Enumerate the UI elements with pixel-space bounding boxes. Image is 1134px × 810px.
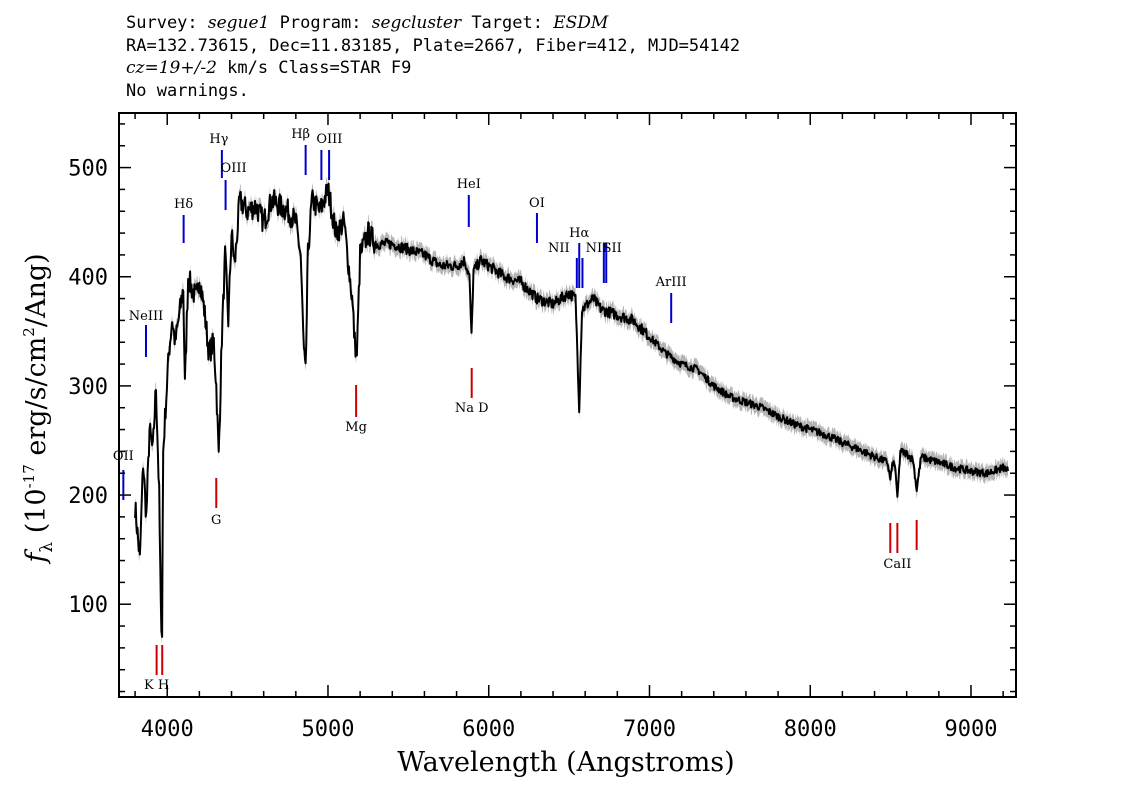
y-axis-label: fλ (10-17 erg/s/cm2/Ang) bbox=[20, 253, 57, 564]
spectrum-header: Survey: segue1 Program: segcluster Targe… bbox=[126, 12, 1026, 102]
marker-label-nii-6583: NII bbox=[586, 241, 608, 256]
target-value: ESDM bbox=[553, 13, 609, 33]
marker-label-h--4340: Hγ bbox=[209, 132, 228, 147]
program-label: Program: bbox=[269, 13, 372, 33]
marker-label-na-d-5894: Na D bbox=[455, 401, 489, 416]
header-line-warnings: No warnings. bbox=[126, 80, 249, 101]
marker-label-h--4861: Hβ bbox=[291, 127, 310, 142]
marker-label-g-4305: G bbox=[211, 513, 221, 528]
header-line-coordinates: RA=132.73615, Dec=11.83185, Plate=2667, … bbox=[126, 35, 741, 56]
plot-frame-group bbox=[118, 112, 1017, 698]
marker-label-oiii-4363: OIII bbox=[221, 161, 247, 176]
marker-label-h--4102: Hδ bbox=[174, 197, 193, 212]
flux-error-band bbox=[135, 176, 1009, 645]
y-tick-label-500: 500 bbox=[68, 157, 108, 182]
x-axis-label: Wavelength (Angstroms) bbox=[397, 747, 734, 778]
marker-label-neiii-3868: NeIII bbox=[129, 309, 163, 324]
class-text: km/s Class=STAR F9 bbox=[216, 58, 412, 78]
y-tick-label-300: 300 bbox=[68, 375, 108, 400]
x-tick-label-9000: 9000 bbox=[944, 717, 997, 742]
x-tick-label-7000: 7000 bbox=[623, 717, 676, 742]
header-line-survey: Survey: segue1 Program: segcluster Targe… bbox=[126, 12, 1026, 35]
flux-line bbox=[134, 182, 1009, 638]
redshift-value: cz=19+/-2 bbox=[126, 58, 217, 78]
survey-value: segue1 bbox=[207, 13, 270, 33]
marker-label-ariii-7135: ArIII bbox=[655, 275, 687, 290]
marker-label-h--6563: Hα bbox=[569, 226, 589, 241]
x-tick-label-5000: 5000 bbox=[301, 717, 354, 742]
axis-ticks-group: 4000 5000 6000 7000 8000 9000 100 200 300 400 500 bbox=[68, 113, 1016, 742]
x-tick-label-8000: 8000 bbox=[784, 717, 837, 742]
marker-label-oi-6300: OI bbox=[529, 196, 545, 211]
marker-label-sii-6731: SII bbox=[603, 241, 622, 256]
marker-label-caii-8542: CaII bbox=[883, 557, 911, 572]
header-line-redshift: cz=19+/-2 km/s Class=STAR F9 bbox=[126, 57, 1026, 80]
y-tick-label-200: 200 bbox=[68, 484, 108, 509]
marker-label-hei-5876: HeI bbox=[457, 177, 481, 192]
x-tick-label-4000: 4000 bbox=[141, 717, 194, 742]
plot-frame bbox=[118, 112, 1017, 698]
error-band-group bbox=[135, 176, 1009, 645]
marker-label-mg-5175: Mg bbox=[345, 420, 367, 435]
marker-label-oiii-4959: OIII bbox=[316, 132, 342, 147]
survey-label: Survey: bbox=[126, 13, 208, 33]
marker-label-k-3934: K H bbox=[144, 678, 169, 693]
y-tick-label-400: 400 bbox=[68, 266, 108, 291]
program-value: segcluster bbox=[371, 13, 462, 33]
target-label: Target: bbox=[461, 13, 554, 33]
x-tick-label-6000: 6000 bbox=[462, 717, 515, 742]
y-tick-label-100: 100 bbox=[68, 593, 108, 618]
marker-label-nii-6548: NII bbox=[548, 241, 570, 256]
flux-line-group bbox=[134, 182, 1009, 638]
